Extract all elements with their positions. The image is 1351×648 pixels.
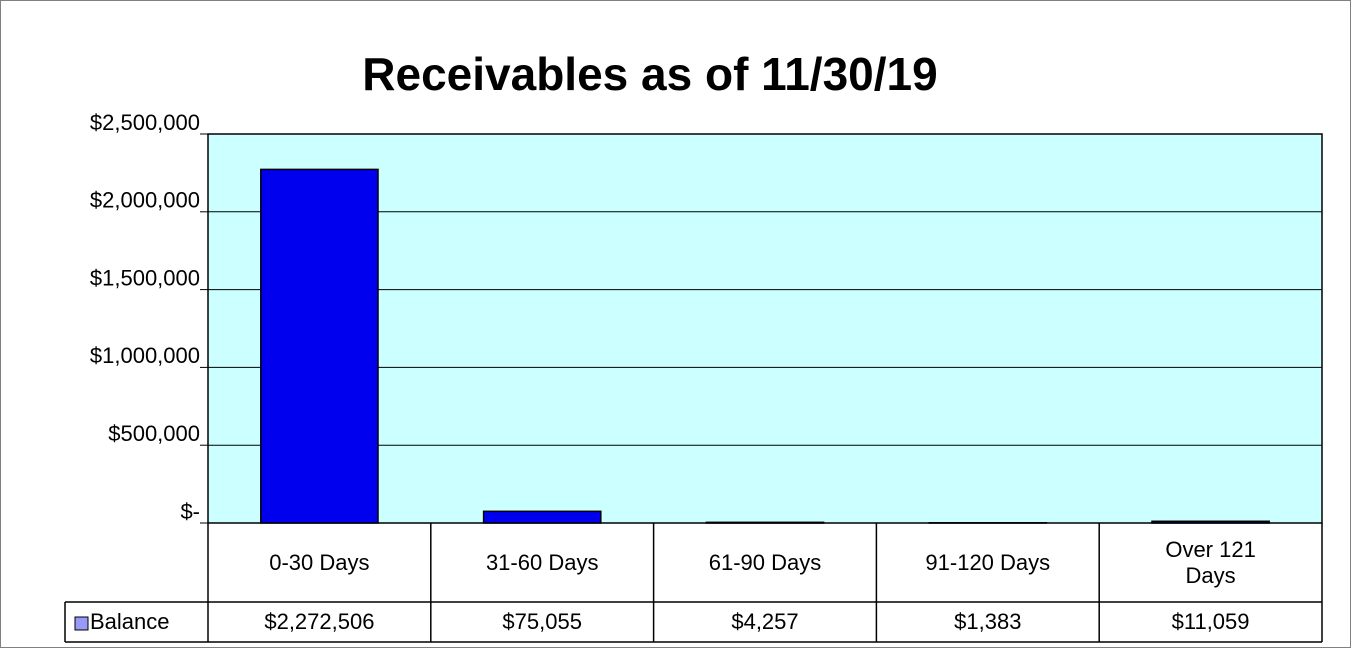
legend-label: Balance xyxy=(90,609,170,634)
x-tick-label: 61-90 Days xyxy=(708,549,822,575)
y-tick-label: $1,500,000 xyxy=(90,265,200,290)
chart-title: Receivables as of 11/30/19 xyxy=(362,48,937,100)
plot-area xyxy=(208,134,1322,523)
data-table-value: $1,383 xyxy=(954,609,1022,634)
y-tick-label: $2,000,000 xyxy=(90,188,200,213)
y-tick-label: $2,500,000 xyxy=(90,110,200,135)
y-tick-label: $500,000 xyxy=(108,421,200,446)
data-table-value: $4,257 xyxy=(731,609,799,634)
data-table-value: $75,055 xyxy=(502,609,582,634)
x-tick-label: Over 121 Days xyxy=(1165,536,1256,588)
data-table-value: $2,272,506 xyxy=(264,609,375,634)
x-tick-label: 0-30 Days xyxy=(269,549,370,575)
y-tick-label: $1,000,000 xyxy=(90,343,200,368)
bar xyxy=(482,510,602,524)
bar xyxy=(705,521,825,524)
bar xyxy=(260,168,379,524)
legend-key xyxy=(74,616,89,631)
x-tick-label: 31-60 Days xyxy=(485,549,599,575)
x-tick-label: 91-120 Days xyxy=(925,549,1051,575)
bar xyxy=(1151,520,1270,524)
y-tick-label: $- xyxy=(180,499,200,524)
data-table-value: $11,059 xyxy=(1171,609,1250,634)
